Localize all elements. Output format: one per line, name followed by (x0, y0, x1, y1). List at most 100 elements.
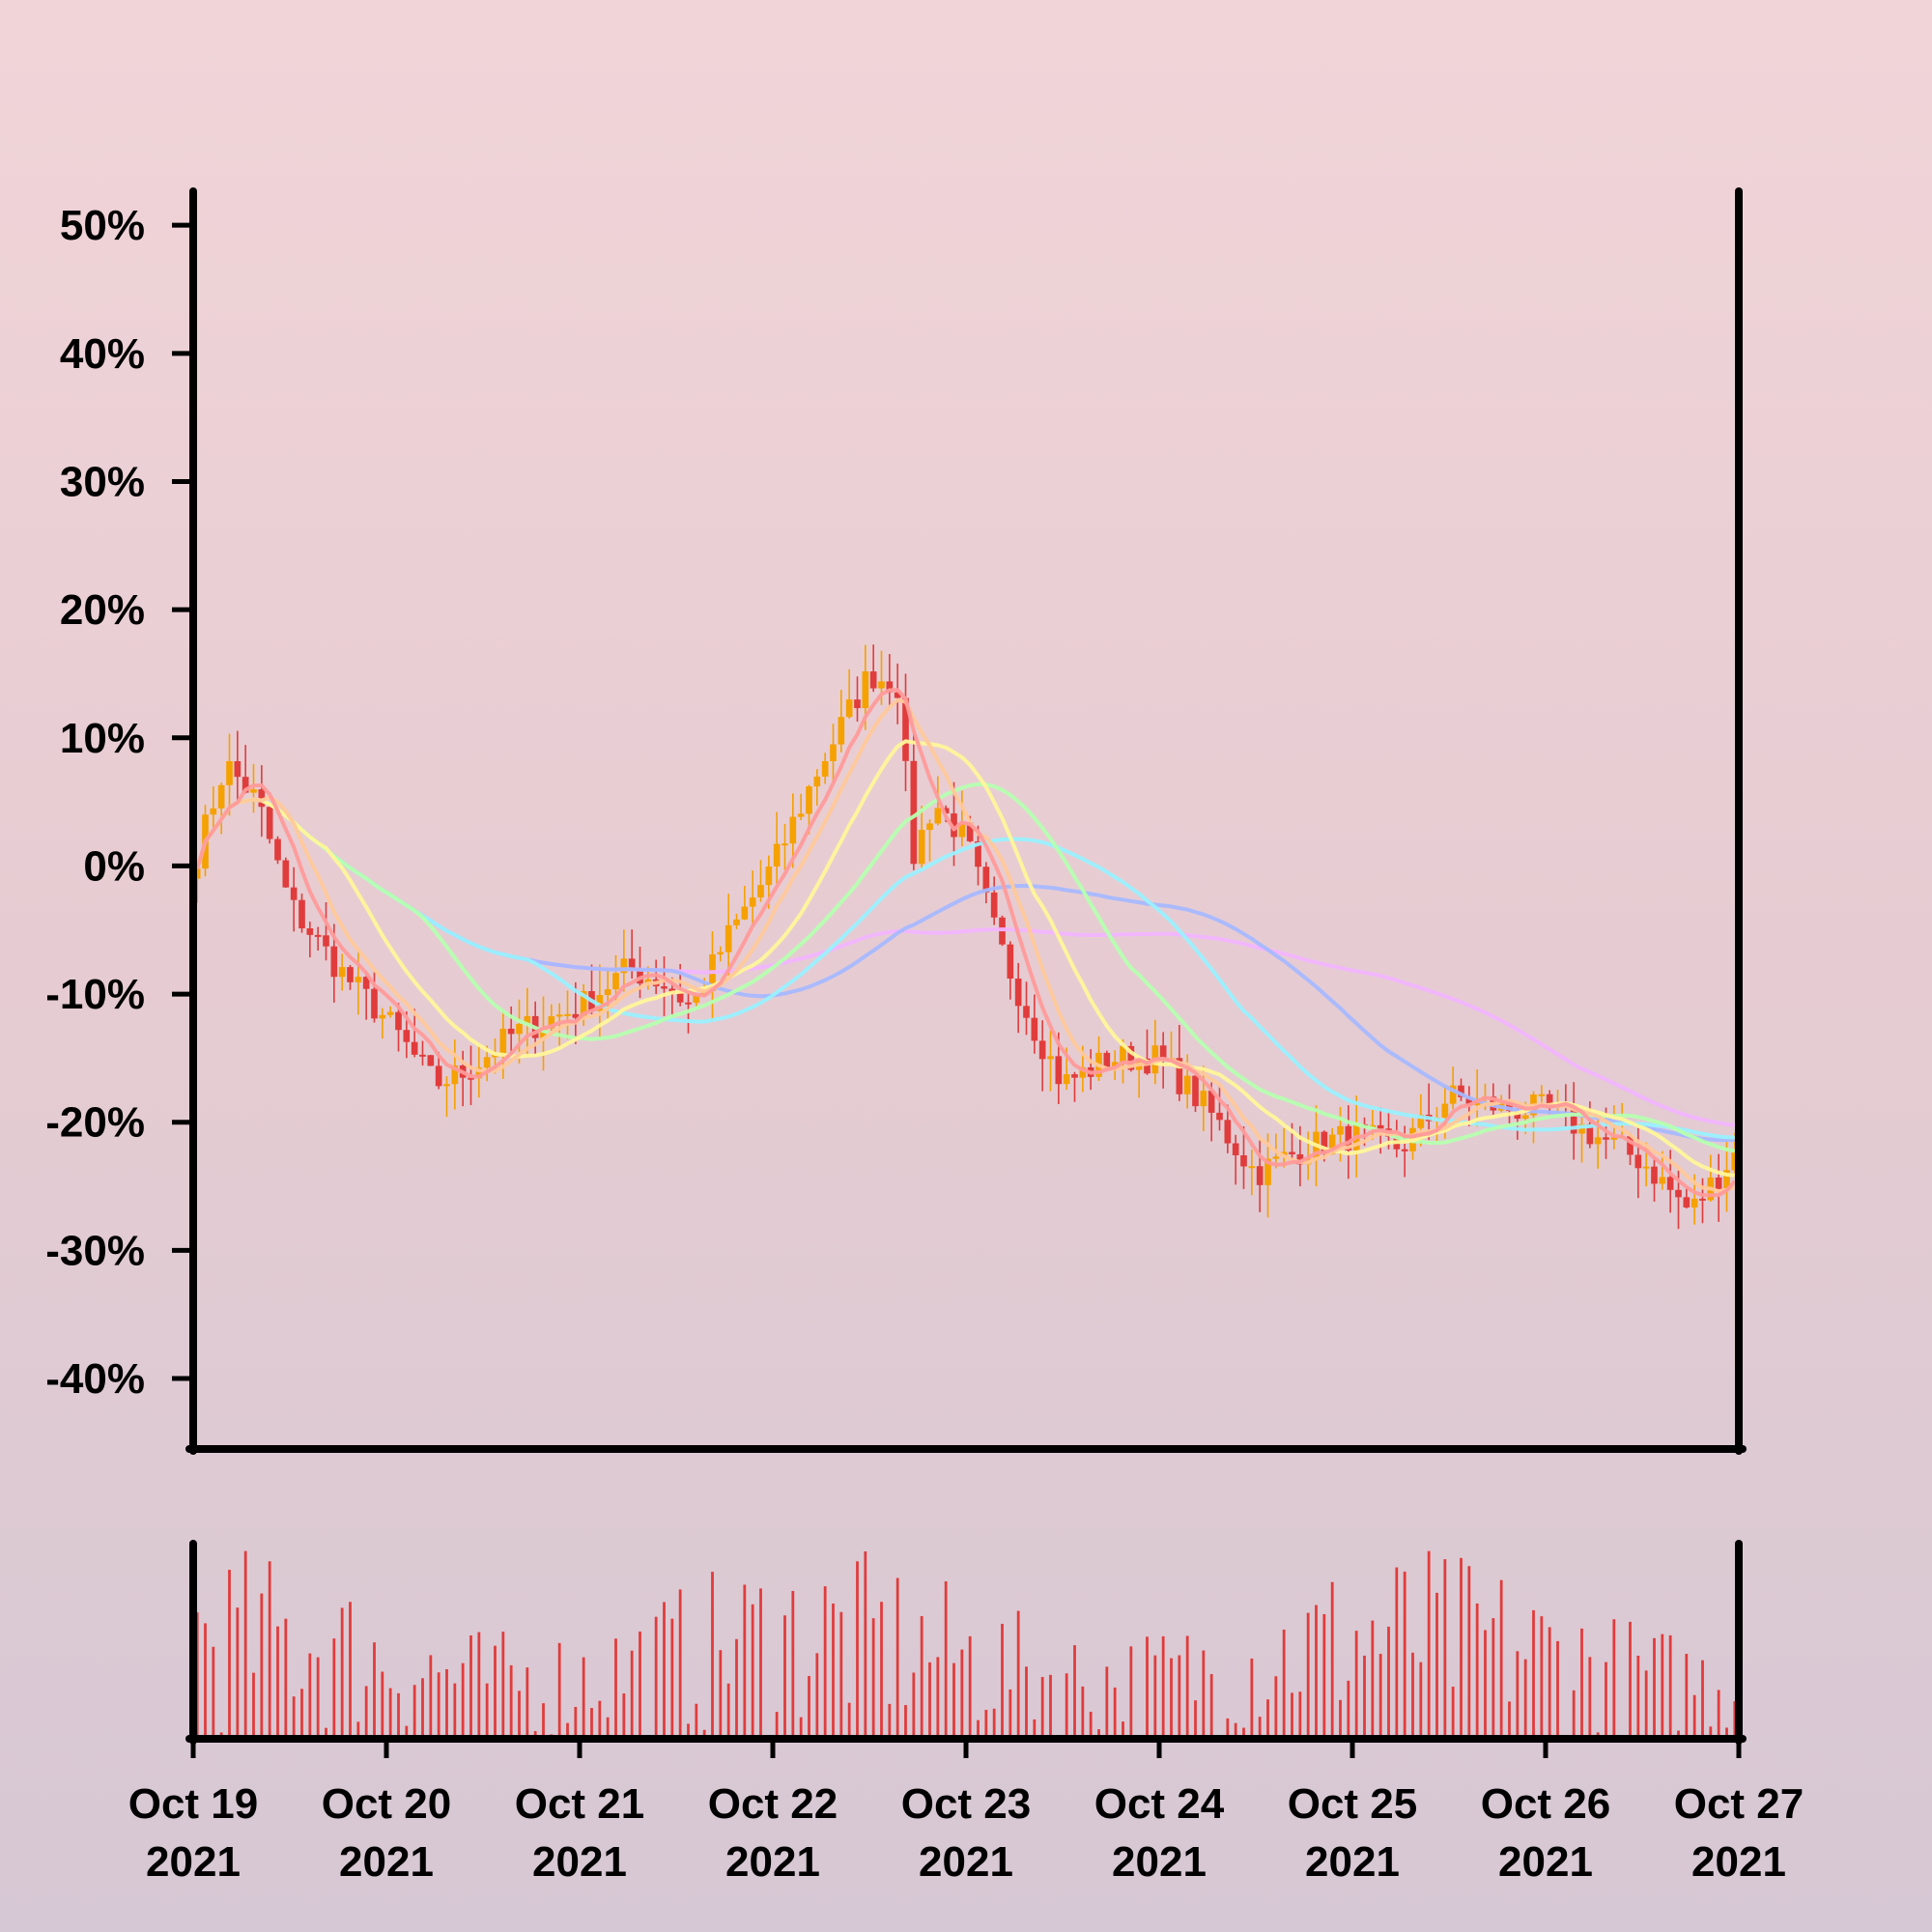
candle-body (1272, 1156, 1280, 1159)
candle-body (217, 784, 225, 809)
candle-body (1103, 1052, 1111, 1069)
x-tick-label-date: Oct 21 (515, 1780, 645, 1828)
candle-body (435, 1065, 442, 1087)
x-tick-label-year: 2021 (1112, 1838, 1207, 1886)
x-tick-label-date: Oct 25 (1288, 1780, 1418, 1828)
candle-body (306, 928, 314, 935)
candle-body (548, 1016, 555, 1029)
candle-body (741, 906, 749, 920)
candle-body (1023, 1006, 1030, 1018)
volume-bar (308, 1653, 312, 1739)
candle-body (1578, 1123, 1585, 1134)
candle-body (982, 867, 990, 893)
volume-bar (1532, 1609, 1535, 1739)
volume-bar (437, 1672, 440, 1739)
volume-bar (695, 1703, 698, 1739)
volume-bar (469, 1634, 472, 1739)
candle-body (918, 830, 925, 865)
volume-bar (1354, 1631, 1358, 1739)
candle-body (1377, 1124, 1384, 1129)
candle-body (1683, 1197, 1690, 1208)
candle-body (386, 1011, 394, 1015)
candle-body (781, 843, 788, 846)
volume-bar (1411, 1652, 1414, 1739)
candle-body (1458, 1085, 1464, 1097)
volume-bar (1306, 1612, 1310, 1739)
volume-bar (614, 1638, 617, 1739)
volume-bar (1580, 1628, 1583, 1739)
candle-body (355, 977, 362, 982)
volume-bar (340, 1607, 344, 1739)
volume-bar (243, 1550, 247, 1739)
volume-bar (590, 1708, 593, 1739)
volume-bar (1016, 1610, 1020, 1739)
volume-bar (968, 1635, 972, 1739)
y-tick-label: 50% (60, 202, 145, 249)
volume-bar (1161, 1635, 1165, 1739)
volume-bar (1387, 1626, 1390, 1739)
candle-body (1731, 1151, 1739, 1171)
candle-body (1296, 1153, 1304, 1165)
candle-body (379, 1014, 386, 1019)
moving-averages-layer (195, 688, 1737, 1198)
y-tick-label: -40% (45, 1355, 145, 1403)
y-axis-ticks: 50% 40% 30% 20% 10% 0% -10% -20% -30% -40% (45, 202, 189, 1403)
candle-body (1063, 1074, 1070, 1085)
volume-bar (1475, 1603, 1479, 1739)
x-tick-label-date: Oct 23 (901, 1780, 1032, 1828)
volume-bar (1548, 1627, 1551, 1739)
y-tick-label: -10% (45, 971, 145, 1018)
x-tick-label-year: 2021 (532, 1838, 627, 1886)
candle-body (693, 995, 700, 1004)
candle-body (975, 840, 981, 867)
volume-bar (678, 1589, 682, 1739)
candle-body (1699, 1198, 1706, 1201)
candle-body (1256, 1166, 1264, 1185)
x-tick-label-year: 2021 (146, 1838, 241, 1886)
volume-bar (823, 1586, 827, 1739)
volume-bar (1363, 1655, 1366, 1739)
candle-body (314, 934, 322, 937)
x-tick-label-year: 2021 (1498, 1838, 1593, 1886)
candle-body (403, 1030, 411, 1042)
candle-body (1465, 1096, 1473, 1106)
y-tick-label: 20% (60, 586, 145, 634)
candle-body (1449, 1085, 1457, 1104)
volume-bar (895, 1577, 899, 1739)
volume-bar (316, 1657, 320, 1739)
x-tick-label-date: Oct 20 (322, 1780, 452, 1828)
candle-body (1401, 1149, 1408, 1151)
candle-body (1031, 1017, 1038, 1041)
candle-body (612, 973, 619, 990)
volume-bar (292, 1696, 296, 1739)
volume-bar (1668, 1634, 1672, 1739)
candle-body (894, 692, 901, 698)
candle-body (1224, 1120, 1232, 1144)
volume-bar (1001, 1623, 1004, 1739)
candle-body (838, 717, 845, 745)
volume-bar (1443, 1559, 1447, 1739)
candle-body (1240, 1154, 1247, 1167)
volume-bar (864, 1550, 867, 1739)
volume-bar (1209, 1674, 1213, 1739)
volume-bar (445, 1668, 448, 1739)
x-tick-label-year: 2021 (339, 1838, 434, 1886)
candle-body (1345, 1125, 1352, 1151)
volume-bar (726, 1683, 730, 1739)
candle-body (717, 952, 724, 954)
volume-bar (1234, 1722, 1237, 1739)
volume-bar (1427, 1550, 1431, 1739)
candle-body (242, 777, 249, 793)
volume-bar (630, 1650, 634, 1739)
volume-bar (1540, 1616, 1544, 1739)
volume-bar (1709, 1726, 1713, 1739)
volume-bar (687, 1723, 690, 1739)
volume-bar (1153, 1655, 1157, 1739)
candle-body (507, 1028, 515, 1035)
volume-bar (1291, 1692, 1293, 1739)
volume-bar (759, 1588, 762, 1739)
volume-bar (195, 1612, 199, 1739)
volume-bar (1516, 1651, 1520, 1739)
candle-body (419, 1054, 426, 1057)
candle-body (1603, 1137, 1609, 1140)
